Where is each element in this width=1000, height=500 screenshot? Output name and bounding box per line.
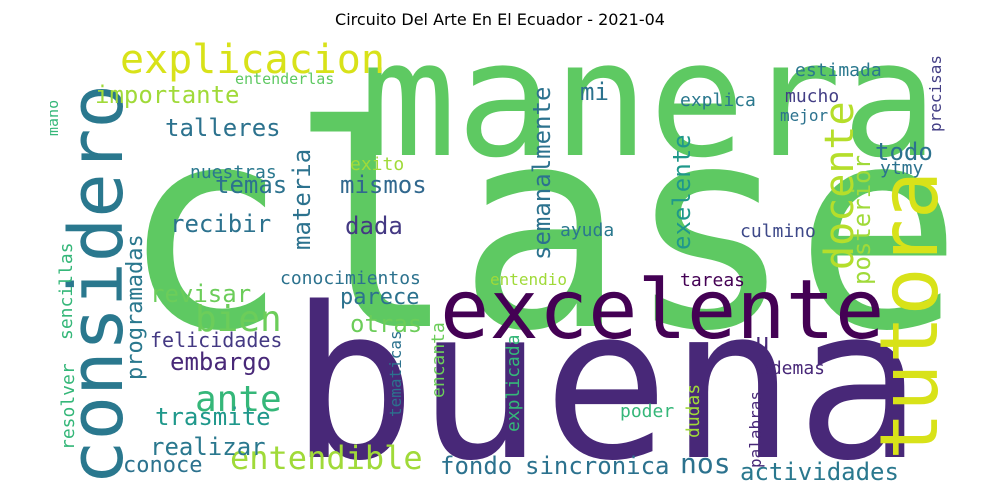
word-fondo: fondo — [440, 452, 513, 480]
word-talleres: talleres — [165, 114, 281, 142]
word-mano: mano — [50, 99, 62, 136]
word-poder: poder — [620, 401, 675, 422]
word-actividades: actividades — [740, 458, 899, 486]
word-mi: mi — [580, 78, 609, 106]
word-trasmite: trasmite — [155, 403, 271, 431]
word-felicidades: felicidades — [150, 328, 283, 352]
word-buena: buena — [290, 262, 923, 490]
word-explica: explica — [680, 90, 756, 111]
word-tareas: tareas — [680, 270, 746, 291]
word-ademas: ademas — [760, 358, 826, 379]
word-precisas: precisas — [926, 54, 945, 132]
word-parece: parece — [340, 285, 420, 310]
word-conocimientos: conocimientos — [280, 268, 421, 289]
word-bien: bien — [195, 299, 282, 340]
word-realizar: realizar — [150, 433, 266, 461]
word-mucho: mucho — [785, 86, 840, 107]
word-excelente: excelente — [440, 263, 885, 358]
word-nos: nos — [680, 447, 731, 480]
word-encanta: encanta — [428, 322, 449, 398]
chart-title: Circuito Del Arte En El Ecuador - 2021-0… — [335, 10, 665, 29]
word-nuestras: nuestras — [190, 162, 277, 183]
word-otras: otras — [350, 310, 423, 338]
word-culmino: culmino — [740, 221, 816, 242]
word-temas: temas — [215, 171, 288, 199]
word-recibir: recibir — [170, 210, 272, 238]
word-exito: exito — [350, 154, 405, 175]
word-todo: todo — [875, 138, 933, 166]
word-u: u — [755, 328, 770, 356]
word-estimada: estimada — [795, 60, 882, 81]
word-sencillas: sencillas — [56, 242, 77, 340]
word-ytmy: ytmy — [880, 158, 924, 179]
word-entendible: entendible — [230, 439, 423, 477]
word-exelente: exelente — [668, 134, 696, 250]
word-semanalmente: semanalmente — [528, 86, 556, 260]
word-programadas: programadas — [123, 234, 148, 380]
word-tematicas: tematicas — [386, 330, 405, 417]
word-materia: materia — [288, 148, 316, 250]
word-importante: importante — [95, 81, 240, 109]
word-sincronica: sincronica — [525, 452, 670, 480]
word-palabras: palabras — [746, 390, 765, 468]
word-ayuda: ayuda — [560, 220, 615, 241]
word-embargo: embargo — [170, 348, 272, 376]
word-mejor: mejor — [780, 106, 829, 125]
word-entenderlas: entenderlas — [235, 70, 335, 88]
word-dudas: dudas — [683, 383, 704, 438]
word-explicada: explicada — [503, 334, 524, 432]
word-tutora: tutora — [863, 171, 950, 460]
word-cloud: clase manera buena excelente considero tutora… — [50, 40, 950, 490]
word-posterior: posterior — [848, 154, 876, 285]
word-ante: ante — [195, 379, 282, 420]
word-mismos: mismos — [340, 171, 427, 199]
word-resolver: resolver — [58, 363, 79, 450]
word-dada: dada — [345, 212, 403, 240]
word-conoce: conoce — [123, 453, 203, 478]
word-manera: manera — [360, 40, 938, 193]
word-explicacion: explicacion — [120, 40, 385, 83]
word-clase: clase — [120, 67, 950, 393]
word-entendio: entendio — [490, 270, 568, 289]
word-revisar: revisar — [150, 280, 252, 308]
